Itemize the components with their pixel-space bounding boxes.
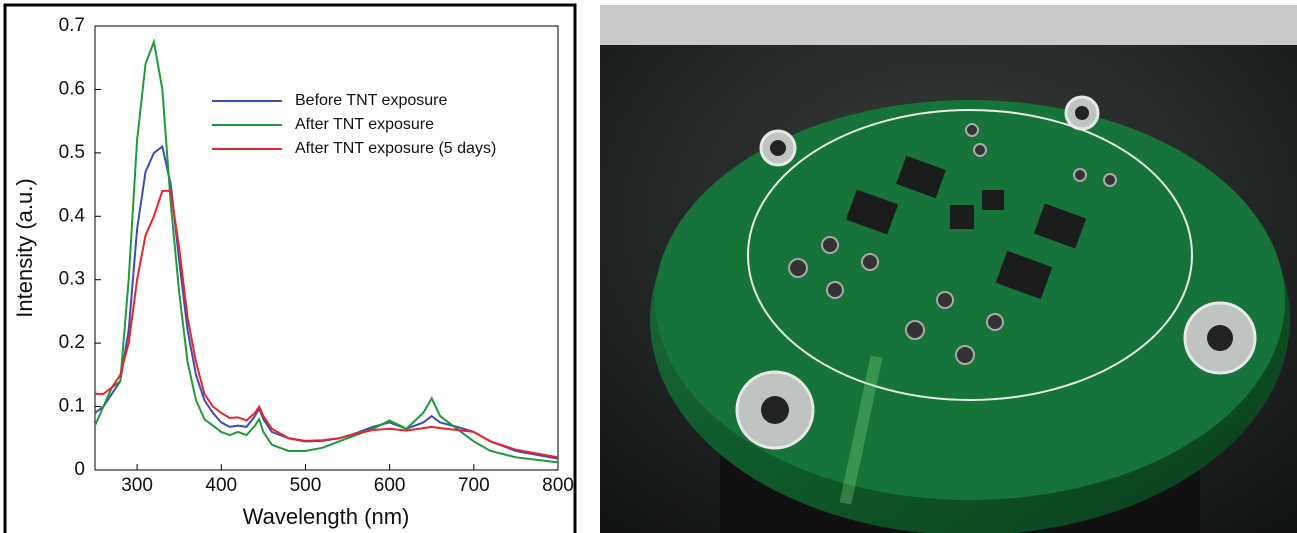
legend-label: After TNT exposure: [295, 116, 434, 133]
y-tick-label: 0.7: [59, 15, 85, 36]
legend-label: Before TNT exposure: [295, 92, 447, 109]
x-axis-label: Wavelength (nm): [243, 504, 410, 529]
y-tick-label: 0.4: [59, 205, 86, 226]
panel-frame: [3, 3, 577, 533]
photo: [600, 5, 1297, 533]
y-tick-label: 0.5: [59, 142, 85, 163]
x-tick-label: 500: [290, 475, 322, 496]
chart: Wavelength (nm) Intensity (a.u.) 0 0.1 0.2…: [3, 3, 577, 533]
chips: [845, 155, 1087, 300]
x-tick-label: 600: [374, 475, 406, 496]
legend-label: After TNT exposure (5 days): [295, 140, 496, 157]
series-line: [94, 144, 559, 460]
plot-frame: [94, 25, 559, 471]
series-line: [94, 38, 559, 464]
x-tick-label: 300: [121, 475, 153, 496]
y-tick-label: 0.6: [59, 78, 85, 99]
y-axis-label: Intensity (a.u.): [12, 178, 37, 317]
y-tick-label: 0.2: [59, 332, 85, 353]
silk-ring: [747, 109, 1193, 401]
y-tick-label: 0.3: [59, 269, 85, 290]
top-surface: [600, 5, 1297, 45]
series-line: [95, 189, 559, 459]
pads: [788, 123, 1117, 365]
x-tick-label: 800: [542, 475, 574, 496]
y-tick-label: 0: [74, 459, 85, 480]
x-tick-label: 400: [205, 475, 237, 496]
x-tick-label: 700: [458, 475, 490, 496]
reflection: [839, 355, 883, 505]
hole-centers: [761, 106, 1233, 424]
y-tick-label: 0.1: [59, 396, 85, 417]
